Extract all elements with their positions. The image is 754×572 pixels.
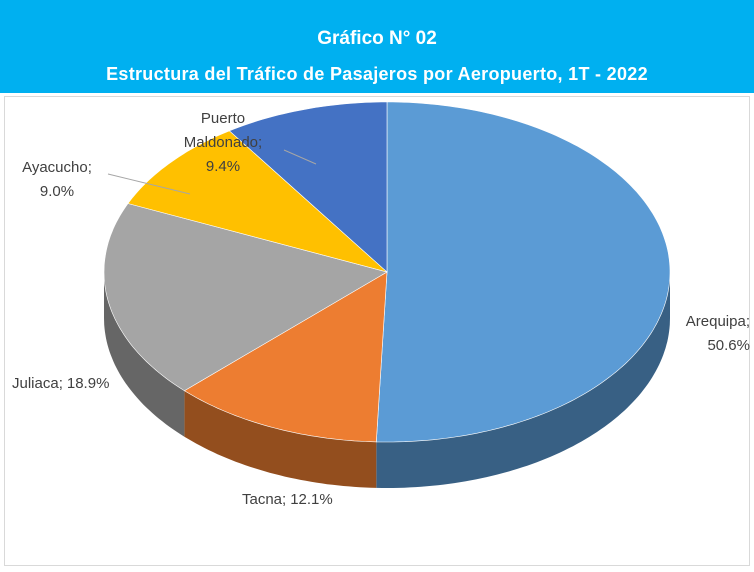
label-separator: ;	[745, 313, 750, 330]
label-separator: ;	[258, 134, 263, 151]
label-category: Arequipa	[685, 313, 746, 330]
pie-slice	[228, 101, 388, 273]
label-category: Ayacucho	[22, 159, 88, 176]
leader-line	[107, 173, 191, 195]
pie-slice	[103, 203, 388, 392]
data-label: Ayacucho; 9.0%	[12, 156, 102, 204]
label-value: 12.1%	[290, 491, 333, 508]
label-separator: ;	[87, 159, 92, 176]
title-bar: Gráfico N° 02 Estructura del Tráfico de …	[0, 0, 754, 93]
pie-slice	[127, 130, 388, 273]
data-label: Juliaca; 18.9%	[12, 372, 172, 396]
chart-subtitle: Estructura del Tráfico de Pasajeros por …	[106, 64, 648, 84]
label-category: Tacna	[242, 491, 283, 508]
pie-side	[376, 272, 670, 488]
label-value: 50.6%	[707, 337, 750, 354]
label-value: 9.4%	[205, 158, 241, 175]
label-value: 9.0%	[39, 183, 75, 200]
pie-slice	[183, 271, 388, 443]
leader-line	[283, 149, 317, 165]
plot-area	[4, 96, 750, 566]
pie-side	[184, 390, 377, 488]
label-category: Puerto Maldonado	[183, 110, 259, 151]
label-value: 18.9%	[66, 375, 110, 392]
data-label: Tacna; 12.1%	[242, 488, 402, 512]
pie-slice	[375, 101, 671, 443]
data-label: Arequipa; 50.6%	[664, 310, 750, 358]
label-separator: ;	[58, 375, 63, 392]
label-separator: ;	[282, 491, 287, 508]
pie-side	[104, 272, 185, 437]
label-category: Juliaca	[12, 375, 59, 392]
data-label: Puerto Maldonado; 9.4%	[168, 107, 278, 179]
side-walls	[104, 272, 670, 488]
chart-title: Gráfico N° 02	[317, 28, 437, 49]
